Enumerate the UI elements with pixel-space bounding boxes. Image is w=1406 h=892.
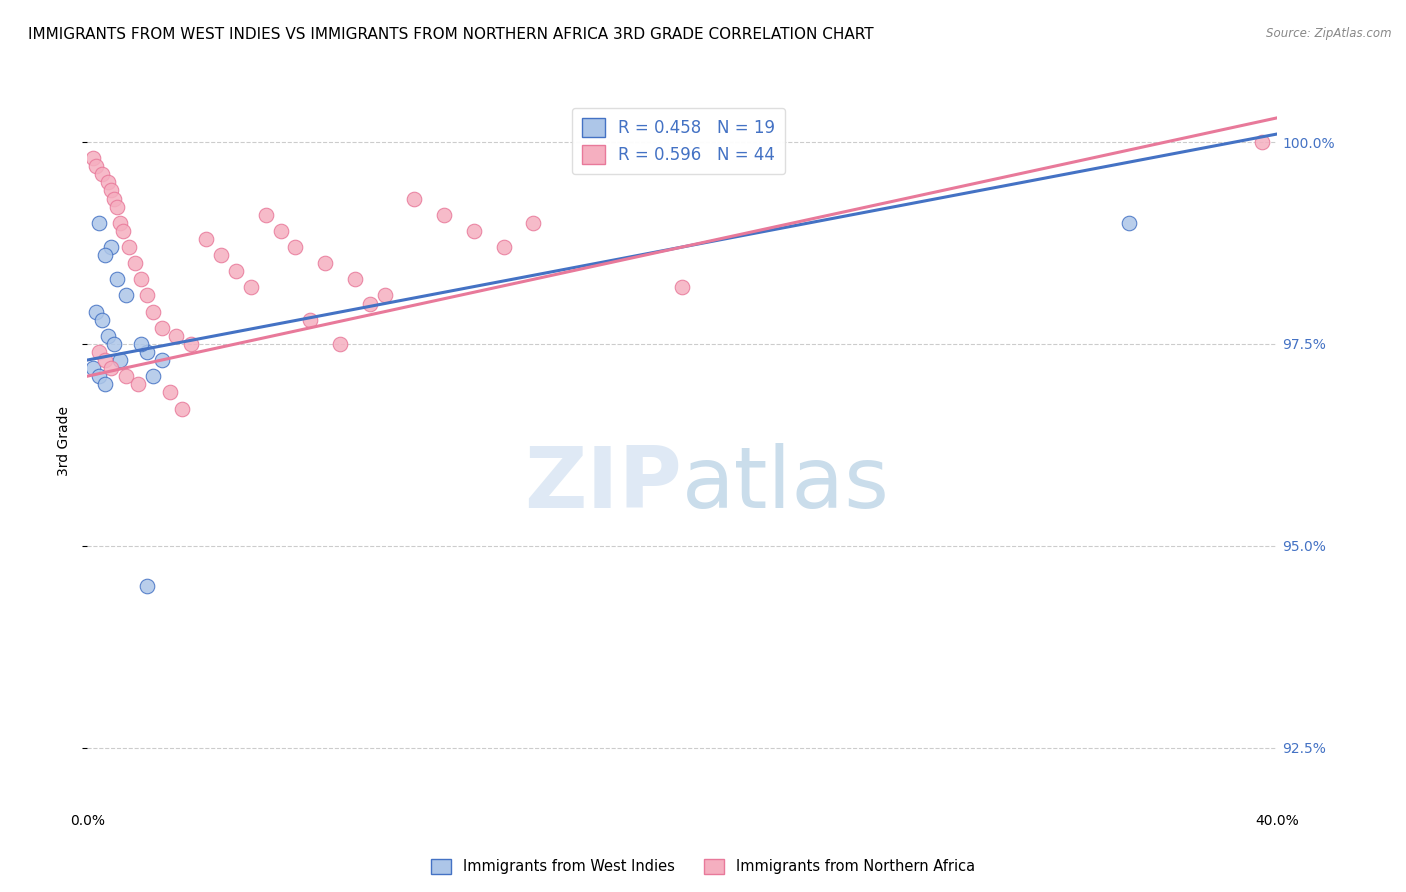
Point bbox=[671, 280, 693, 294]
Point bbox=[94, 248, 117, 262]
Point bbox=[108, 353, 131, 368]
Point bbox=[100, 361, 122, 376]
Point bbox=[108, 216, 131, 230]
Point bbox=[142, 304, 165, 318]
Point bbox=[142, 369, 165, 384]
Point bbox=[299, 312, 322, 326]
Point bbox=[105, 200, 128, 214]
Point bbox=[254, 208, 277, 222]
Point bbox=[87, 216, 110, 230]
Point bbox=[97, 176, 120, 190]
Point bbox=[118, 240, 141, 254]
Legend: R = 0.458   N = 19, R = 0.596   N = 44: R = 0.458 N = 19, R = 0.596 N = 44 bbox=[571, 108, 785, 175]
Text: atlas: atlas bbox=[682, 443, 890, 526]
Point bbox=[94, 353, 117, 368]
Point bbox=[195, 232, 218, 246]
Point bbox=[284, 240, 307, 254]
Point bbox=[100, 240, 122, 254]
Point bbox=[359, 296, 381, 310]
Point bbox=[492, 240, 515, 254]
Point bbox=[135, 288, 157, 302]
Point bbox=[239, 280, 262, 294]
Point bbox=[225, 264, 247, 278]
Text: ZIP: ZIP bbox=[524, 443, 682, 526]
Point bbox=[91, 312, 114, 326]
Point bbox=[94, 377, 117, 392]
Point bbox=[87, 369, 110, 384]
Point bbox=[159, 385, 181, 400]
Text: Source: ZipAtlas.com: Source: ZipAtlas.com bbox=[1267, 27, 1392, 40]
Point bbox=[114, 369, 136, 384]
Point bbox=[135, 579, 157, 593]
Point bbox=[97, 329, 120, 343]
Point bbox=[180, 337, 202, 351]
Point bbox=[111, 224, 134, 238]
Point bbox=[404, 192, 426, 206]
Point bbox=[135, 345, 157, 359]
Text: IMMIGRANTS FROM WEST INDIES VS IMMIGRANTS FROM NORTHERN AFRICA 3RD GRADE CORRELA: IMMIGRANTS FROM WEST INDIES VS IMMIGRANT… bbox=[28, 27, 873, 42]
Point bbox=[84, 304, 107, 318]
Point bbox=[129, 272, 152, 286]
Point bbox=[87, 345, 110, 359]
Point bbox=[103, 337, 125, 351]
Point bbox=[374, 288, 396, 302]
Point bbox=[343, 272, 366, 286]
Point bbox=[129, 337, 152, 351]
Point bbox=[82, 151, 104, 165]
Point bbox=[82, 361, 104, 376]
Point bbox=[150, 353, 173, 368]
Point bbox=[1251, 135, 1274, 149]
Point bbox=[172, 401, 194, 416]
Point bbox=[463, 224, 485, 238]
Point bbox=[433, 208, 456, 222]
Point bbox=[165, 329, 187, 343]
Point bbox=[124, 256, 146, 270]
Point bbox=[91, 167, 114, 181]
Legend: Immigrants from West Indies, Immigrants from Northern Africa: Immigrants from West Indies, Immigrants … bbox=[425, 853, 981, 880]
Point bbox=[103, 192, 125, 206]
Point bbox=[150, 320, 173, 334]
Point bbox=[522, 216, 544, 230]
Point bbox=[329, 337, 352, 351]
Y-axis label: 3rd Grade: 3rd Grade bbox=[58, 406, 72, 475]
Point bbox=[209, 248, 232, 262]
Point bbox=[314, 256, 336, 270]
Point bbox=[84, 159, 107, 173]
Point bbox=[105, 272, 128, 286]
Point bbox=[1118, 216, 1140, 230]
Point bbox=[114, 288, 136, 302]
Point bbox=[100, 184, 122, 198]
Point bbox=[270, 224, 292, 238]
Point bbox=[127, 377, 149, 392]
